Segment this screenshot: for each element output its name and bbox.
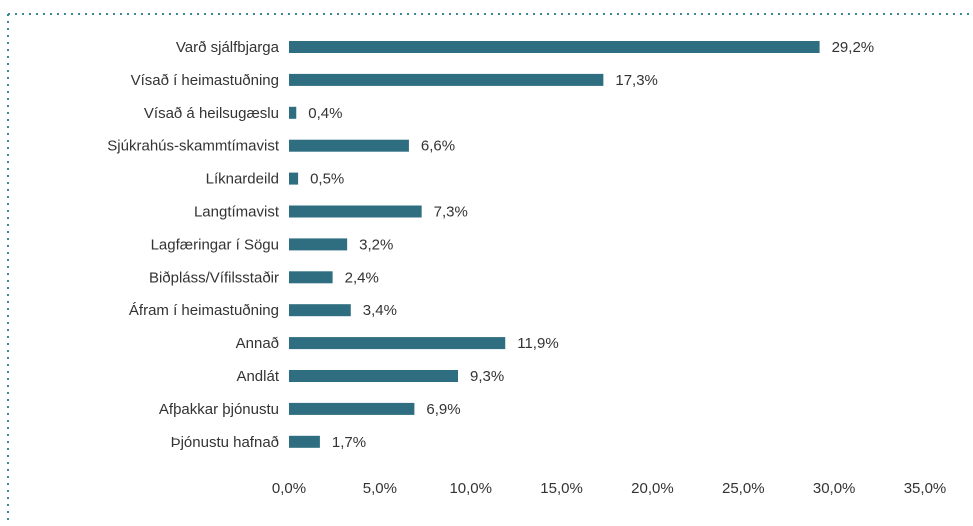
y-tick-label: Lagfæringar í Sögu <box>151 236 279 253</box>
bar <box>289 304 351 317</box>
value-label: 17,3% <box>615 72 658 89</box>
value-label: 0,5% <box>310 171 344 188</box>
value-label: 6,9% <box>426 401 460 418</box>
bar <box>289 139 409 152</box>
x-tick-label: 0,0% <box>272 480 306 497</box>
y-tick-label: Áfram í heimastuðning <box>129 302 279 319</box>
y-tick-label: Sjúkrahús-skammtímavist <box>107 138 280 155</box>
x-tick-label: 5,0% <box>363 480 397 497</box>
y-tick-label: Biðpláss/Vífilsstaðir <box>149 269 279 286</box>
bar <box>289 402 415 415</box>
x-tick-label: 20,0% <box>631 480 674 497</box>
value-label: 3,4% <box>363 302 397 319</box>
bar <box>289 271 333 284</box>
bar <box>289 73 604 86</box>
bar <box>289 238 348 251</box>
value-label: 9,3% <box>470 368 504 385</box>
value-label: 11,9% <box>517 335 558 352</box>
bar <box>289 172 299 185</box>
y-tick-label: Andlát <box>236 368 279 385</box>
y-tick-label: Líknardeild <box>206 171 279 188</box>
y-tick-label: Þjónustu hafnað <box>171 434 279 451</box>
y-tick-label: Varð sjálfbjarga <box>176 39 280 56</box>
y-tick-label: Langtímavist <box>194 203 280 220</box>
y-tick-label: Annað <box>236 335 279 352</box>
bar <box>289 106 297 119</box>
value-label: 29,2% <box>832 39 875 56</box>
x-tick-label: 35,0% <box>904 480 947 497</box>
y-tick-label: Vísað í heimastuðning <box>131 72 279 89</box>
bar <box>289 435 320 448</box>
value-label: 7,3% <box>434 203 468 220</box>
value-label: 0,4% <box>308 105 342 122</box>
value-label: 1,7% <box>332 434 366 451</box>
y-tick-label: Afþakkar þjónustu <box>159 401 279 418</box>
value-label: 3,2% <box>359 236 393 253</box>
x-tick-label: 30,0% <box>813 480 856 497</box>
y-tick-label: Vísað á heilsugæslu <box>144 105 279 122</box>
x-tick-label: 15,0% <box>540 480 583 497</box>
value-label: 2,4% <box>345 269 379 286</box>
bar <box>289 205 422 218</box>
value-label: 6,6% <box>421 138 455 155</box>
x-tick-label: 25,0% <box>722 480 765 497</box>
bar <box>289 337 506 350</box>
bar <box>289 41 820 53</box>
bar <box>289 370 458 382</box>
x-tick-label: 10,0% <box>449 480 492 497</box>
